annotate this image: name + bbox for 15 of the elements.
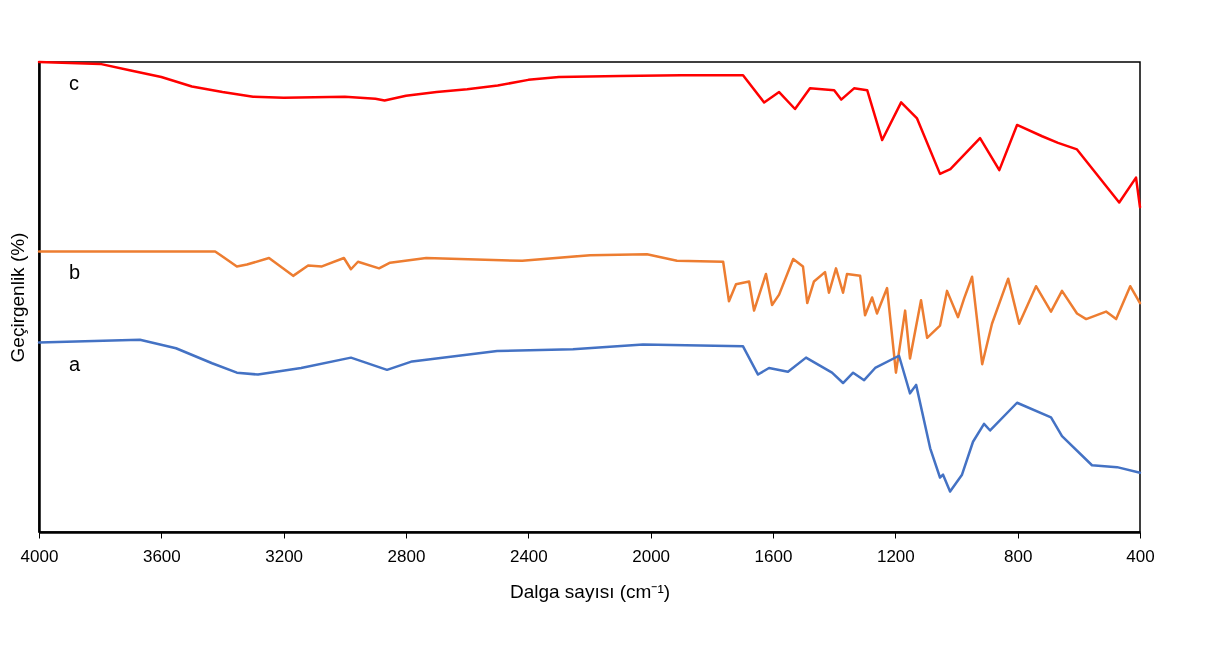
x-tick-label: 400: [1126, 546, 1155, 566]
x-axis-title: Dalga sayısı (cm⁻¹): [509, 580, 671, 602]
x-tick-label: 4000: [20, 546, 59, 566]
x-tick-label: 2000: [632, 546, 671, 566]
x-tick-label: 2400: [509, 546, 548, 566]
series-label: b: [69, 261, 81, 284]
series-label: a: [69, 352, 81, 375]
x-tick-label: 1600: [754, 546, 793, 566]
x-tick-label: 3600: [142, 546, 181, 566]
series-label: c: [69, 72, 79, 94]
x-tick-label: 3200: [265, 546, 304, 566]
x-tick-label: 2800: [387, 546, 426, 566]
x-tick-label: 1200: [876, 546, 915, 566]
x-tick-label: 800: [1003, 546, 1033, 566]
y-axis-title: Geçirgenlik (%): [6, 232, 28, 363]
